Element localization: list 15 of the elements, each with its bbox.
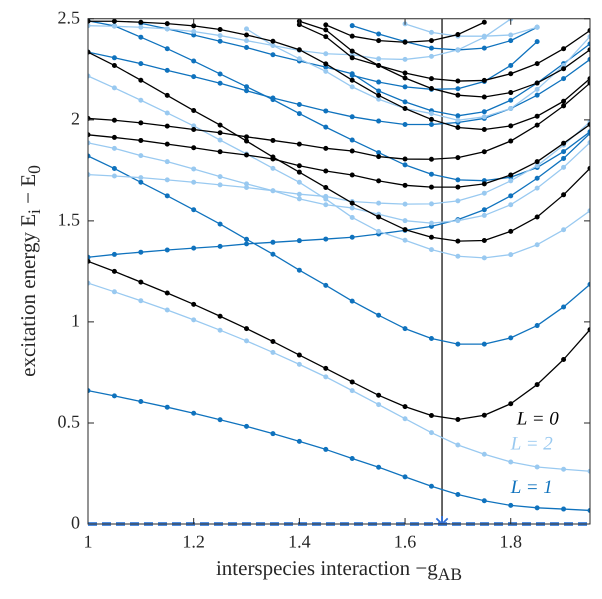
y-tick-label: 1.5 <box>58 210 80 230</box>
y-tick-label: 0 <box>71 512 80 533</box>
y-tick-label: 2.5 <box>58 8 80 28</box>
series-label: L = 2 <box>510 433 554 454</box>
x-tick-label: 1.8 <box>499 532 522 552</box>
x-tick-label: 1.6 <box>394 532 416 552</box>
series-label: L = 0 <box>516 408 560 430</box>
series-label: L = 1 <box>510 476 553 498</box>
y-tick-label: 2 <box>71 108 80 129</box>
y-tick-label: 0.5 <box>58 412 80 432</box>
x-tick-label: 1.4 <box>288 532 311 552</box>
y-tick-label: 1 <box>71 310 80 331</box>
x-axis-title: interspecies interaction −g$_{AB}$ <box>214 556 464 586</box>
x-tick-label: 1 <box>84 532 92 552</box>
x-tick-label: 1.2 <box>182 532 205 552</box>
